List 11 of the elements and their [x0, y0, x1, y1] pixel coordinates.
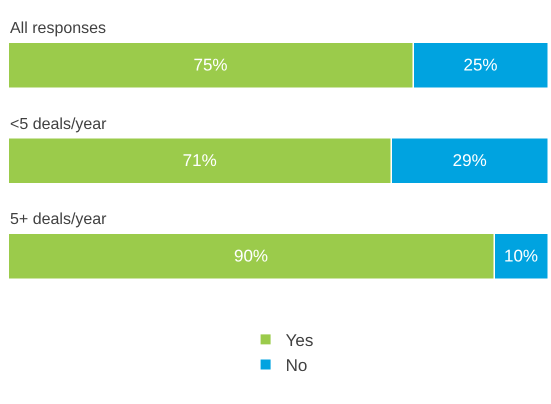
data-label: 90%	[234, 246, 268, 266]
data-label: 71%	[182, 151, 217, 170]
data-label: 25%	[463, 56, 498, 75]
legend-label: Yes	[286, 331, 314, 350]
legend-label: No	[286, 356, 308, 376]
y-tick-label: <5 deals/year	[10, 116, 108, 133]
data-label: 75%	[193, 56, 228, 75]
data-label: 10%	[504, 246, 538, 266]
y-tick-label: All responses	[10, 20, 106, 37]
data-label: 29%	[452, 151, 487, 170]
y-tick-label: 5+ deals/year	[10, 211, 108, 228]
